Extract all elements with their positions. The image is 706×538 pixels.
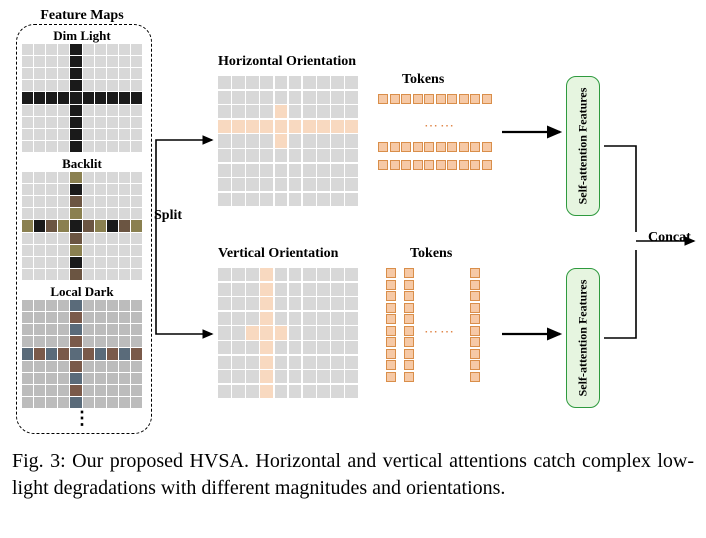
concat-label: Concat [648,230,691,246]
self-attention-label: Self-attention Features [576,88,591,205]
feature-maps-column: Feature Maps Dim Light Backlit Local Dar… [22,8,142,420]
horizontal-orientation-grid [218,76,358,206]
backlit-label: Backlit [22,156,142,172]
ellipsis-vertical: ⋮ [22,416,142,420]
token-row [378,160,492,170]
token-row [378,94,492,104]
token-col [470,268,480,382]
split-label: Split [154,208,182,224]
ellipsis-horizontal: ⋯⋯ [424,118,456,135]
ellipsis-horizontal: ⋯⋯ [424,324,456,341]
figure-caption: Fig. 3: Our proposed HVSA. Horizontal an… [12,448,694,502]
local-dark-grid [22,300,142,408]
self-attention-block-v: Self-attention Features [566,268,600,408]
hvsa-diagram: Feature Maps Dim Light Backlit Local Dar… [0,0,706,440]
feature-maps-label: Feature Maps [22,8,142,24]
tokens-label-v: Tokens [410,246,452,262]
horizontal-orientation-label: Horizontal Orientation [218,54,356,70]
vertical-orientation-label: Vertical Orientation [218,246,338,262]
token-row [378,142,492,152]
figure-number: Fig. 3: [12,450,66,472]
token-col [404,268,414,382]
dim-light-grid [22,44,142,152]
self-attention-label: Self-attention Features [576,280,591,397]
vertical-orientation-grid [218,268,358,398]
local-dark-label: Local Dark [22,284,142,300]
backlit-grid [22,172,142,280]
tokens-label-h: Tokens [402,72,444,88]
caption-text: Our proposed HVSA. Horizontal and vertic… [12,450,694,499]
dim-light-label: Dim Light [22,28,142,44]
token-col [386,268,396,382]
self-attention-block-h: Self-attention Features [566,76,600,216]
